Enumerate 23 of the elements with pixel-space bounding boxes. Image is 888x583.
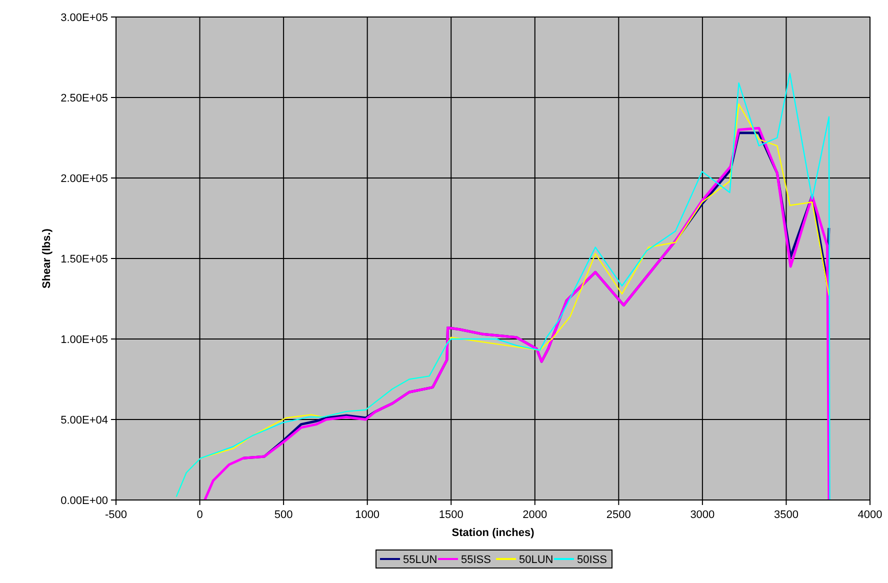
- x-tick-label: 4000: [858, 509, 882, 521]
- x-tick-label: 3000: [690, 509, 715, 521]
- y-tick-label: 2.50E+05: [60, 92, 108, 104]
- y-axis-title: Shear (lbs.): [41, 228, 53, 288]
- y-tick-label: 0.00E+00: [60, 495, 108, 507]
- legend-label: 55LUN: [403, 554, 438, 566]
- legend-label: 50LUN: [519, 554, 554, 566]
- legend-label: 50ISS: [577, 554, 607, 566]
- x-tick-label: 3500: [774, 509, 798, 521]
- x-tick-label: 2000: [522, 509, 548, 521]
- y-tick-label: 1.50E+05: [60, 254, 108, 266]
- y-tick-label: 2.00E+05: [60, 173, 108, 185]
- y-tick-label: 1.00E+05: [60, 334, 108, 346]
- x-tick-label: 2500: [606, 509, 631, 521]
- y-tick-label: 3.00E+05: [60, 12, 108, 24]
- x-tick-label: 1000: [355, 509, 380, 521]
- legend-label: 55ISS: [461, 554, 491, 566]
- x-tick-label: 1500: [438, 509, 464, 521]
- x-axis-title: Station (inches): [452, 527, 535, 539]
- x-tick-label: 0: [196, 509, 203, 521]
- x-tick-label: 500: [274, 509, 293, 521]
- y-tick-label: 5.00E+04: [60, 414, 108, 426]
- x-tick-label: -500: [104, 509, 128, 521]
